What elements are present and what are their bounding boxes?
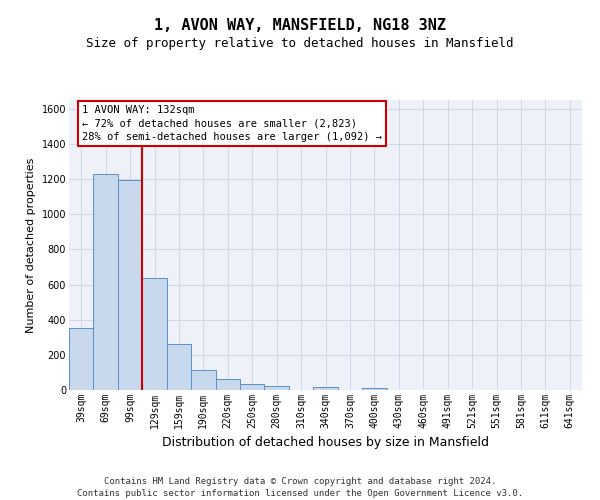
Bar [362,388,386,390]
Bar [215,378,240,390]
Bar [118,180,142,390]
Text: 1, AVON WAY, MANSFIELD, NG18 3NZ: 1, AVON WAY, MANSFIELD, NG18 3NZ [154,18,446,32]
Bar [191,370,215,390]
Text: 1 AVON WAY: 132sqm
← 72% of detached houses are smaller (2,823)
28% of semi-deta: 1 AVON WAY: 132sqm ← 72% of detached hou… [82,106,382,142]
Text: Contains HM Land Registry data © Crown copyright and database right 2024.
Contai: Contains HM Land Registry data © Crown c… [77,476,523,498]
Bar [94,174,118,390]
X-axis label: Distribution of detached houses by size in Mansfield: Distribution of detached houses by size … [162,436,489,450]
Text: Size of property relative to detached houses in Mansfield: Size of property relative to detached ho… [86,38,514,51]
Bar [313,388,338,390]
Y-axis label: Number of detached properties: Number of detached properties [26,158,36,332]
Bar [240,384,265,390]
Bar [142,278,167,390]
Bar [69,328,94,390]
Bar [167,344,191,390]
Bar [265,386,289,390]
